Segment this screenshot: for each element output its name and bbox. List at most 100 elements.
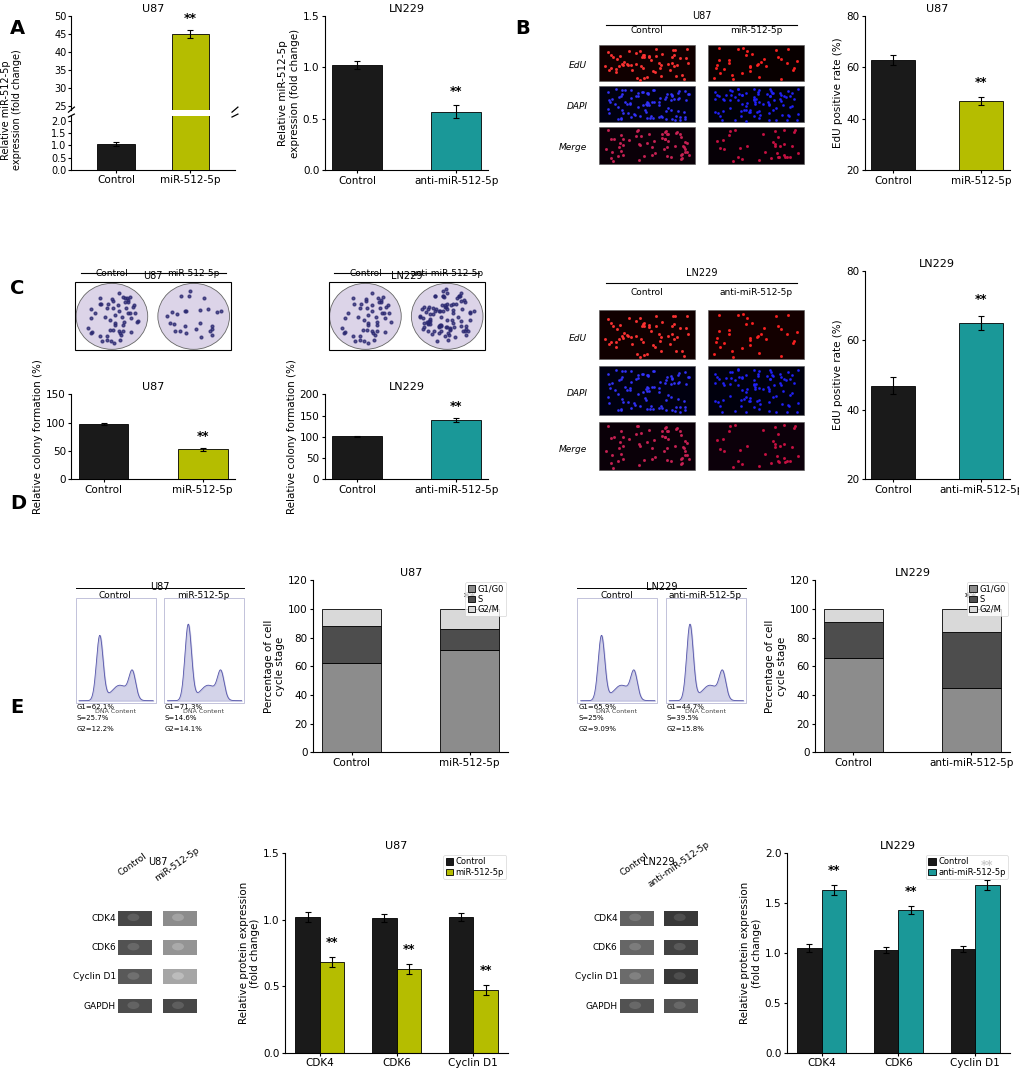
Bar <box>663 940 698 955</box>
Bar <box>163 970 197 984</box>
Ellipse shape <box>172 972 183 979</box>
Text: S=39.5%: S=39.5% <box>666 715 698 722</box>
Text: G2=14.1%: G2=14.1% <box>165 726 203 732</box>
Text: S=25.7%: S=25.7% <box>76 715 109 722</box>
Bar <box>870 60 914 221</box>
Text: GAPDH: GAPDH <box>84 1002 116 1011</box>
Bar <box>707 86 803 122</box>
Bar <box>941 609 1000 632</box>
Text: G2=12.2%: G2=12.2% <box>76 726 114 732</box>
Bar <box>599 366 694 415</box>
Title: U87: U87 <box>385 841 408 851</box>
Text: G1=62.1%: G1=62.1% <box>76 705 114 710</box>
Y-axis label: Relative miR-512-5p
expression (fold change): Relative miR-512-5p expression (fold cha… <box>1 49 22 171</box>
Bar <box>599 310 694 360</box>
Bar <box>663 999 698 1014</box>
Ellipse shape <box>172 914 183 921</box>
Text: U87: U87 <box>691 12 710 21</box>
Ellipse shape <box>127 914 140 921</box>
Ellipse shape <box>172 943 183 950</box>
Bar <box>332 66 381 170</box>
Bar <box>118 911 152 926</box>
Text: DAPI: DAPI <box>566 102 587 112</box>
Text: DNA Content: DNA Content <box>684 709 726 714</box>
Ellipse shape <box>674 914 685 921</box>
Bar <box>898 910 922 1053</box>
Text: Merge: Merge <box>558 144 587 153</box>
Text: CDK6: CDK6 <box>592 943 618 952</box>
Text: **: ** <box>904 885 916 898</box>
Ellipse shape <box>411 284 483 349</box>
Bar <box>171 0 209 170</box>
Bar <box>322 664 381 753</box>
Title: LN229: LN229 <box>879 841 915 851</box>
Text: G1=44.7%: G1=44.7% <box>666 705 704 710</box>
Bar <box>322 609 381 626</box>
Bar <box>823 622 882 657</box>
Ellipse shape <box>674 943 685 950</box>
Text: Cyclin D1: Cyclin D1 <box>72 972 116 982</box>
Text: Cyclin D1: Cyclin D1 <box>574 972 618 982</box>
Text: anti-miR-512-5p: anti-miR-512-5p <box>718 288 792 297</box>
Text: Control: Control <box>630 27 662 35</box>
Ellipse shape <box>329 284 400 349</box>
Text: G1=71.3%: G1=71.3% <box>165 705 203 710</box>
Y-axis label: Relative colony formation (%): Relative colony formation (%) <box>34 360 43 514</box>
Text: DNA Content: DNA Content <box>596 709 637 714</box>
Title: U87: U87 <box>142 382 164 392</box>
Bar <box>440 629 498 650</box>
Y-axis label: Percentage of cell
cycle stage: Percentage of cell cycle stage <box>764 620 787 713</box>
Bar <box>599 128 694 163</box>
Bar <box>620 970 653 984</box>
Text: miR-512-5p: miR-512-5p <box>167 268 220 278</box>
Text: Control: Control <box>348 268 381 278</box>
Text: DNA Content: DNA Content <box>95 709 136 714</box>
Bar <box>707 366 803 415</box>
Title: U87: U87 <box>925 4 948 14</box>
Text: miR-512-5p: miR-512-5p <box>729 27 782 35</box>
Title: LN229: LN229 <box>388 4 424 14</box>
Y-axis label: Relative miR-512-5p
expression (fold change): Relative miR-512-5p expression (fold cha… <box>278 29 300 158</box>
Legend: Control, anti-miR-512-5p: Control, anti-miR-512-5p <box>924 855 1007 880</box>
Text: DAPI: DAPI <box>566 389 587 398</box>
Text: U87: U87 <box>150 582 169 592</box>
Text: EdU: EdU <box>569 61 587 70</box>
Ellipse shape <box>127 1002 140 1008</box>
Bar <box>75 598 156 702</box>
Text: **: ** <box>183 13 197 26</box>
Bar <box>941 688 1000 753</box>
Ellipse shape <box>172 1002 183 1008</box>
Text: G2=9.09%: G2=9.09% <box>578 726 615 732</box>
Ellipse shape <box>127 972 140 979</box>
Text: miR-512-5p: miR-512-5p <box>153 845 201 883</box>
Ellipse shape <box>127 943 140 950</box>
Text: anti-miR-512-5p: anti-miR-512-5p <box>668 591 741 600</box>
Text: EdU: EdU <box>569 334 587 343</box>
Bar <box>118 970 152 984</box>
Bar <box>431 420 481 479</box>
Bar <box>823 609 882 622</box>
Ellipse shape <box>76 284 148 349</box>
Bar <box>448 917 473 1053</box>
Bar <box>177 449 227 479</box>
Bar <box>663 911 698 926</box>
Text: LN229: LN229 <box>390 271 422 281</box>
Text: B: B <box>515 19 529 39</box>
Y-axis label: Relative protein expression
(fold change): Relative protein expression (fold change… <box>740 882 761 1024</box>
Bar <box>620 999 653 1014</box>
Text: LN229: LN229 <box>645 582 677 592</box>
Text: S=25%: S=25% <box>578 715 603 722</box>
Text: **: ** <box>325 935 338 949</box>
Bar <box>665 598 745 702</box>
Title: U87: U87 <box>399 568 422 578</box>
Bar <box>870 386 914 549</box>
Bar <box>707 128 803 163</box>
Bar <box>320 962 344 1053</box>
Bar <box>322 626 381 664</box>
Bar <box>332 436 381 479</box>
Bar <box>163 999 197 1014</box>
Bar <box>118 940 152 955</box>
Bar <box>163 940 197 955</box>
Text: Merge: Merge <box>558 445 587 454</box>
Bar <box>372 918 396 1053</box>
